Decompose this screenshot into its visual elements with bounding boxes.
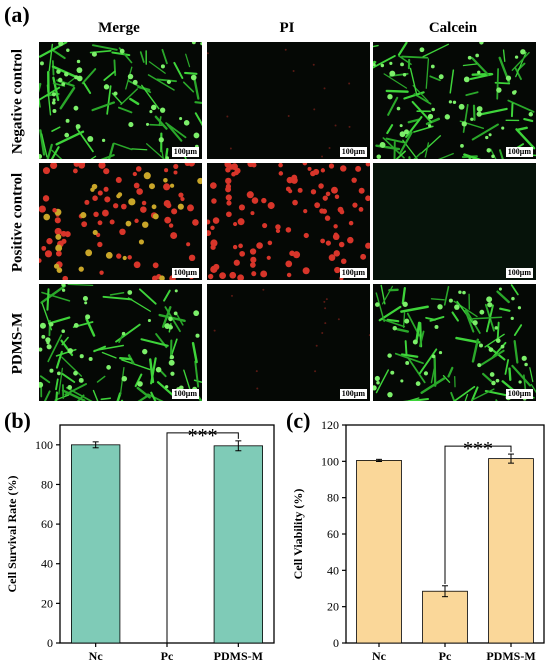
scale-bar-label: 100μm [171, 147, 199, 157]
micrograph-positive-control-merge: 100μm [39, 163, 202, 280]
micrograph-negative-control-calcein: 100μm [373, 42, 536, 159]
column-header-pi: PI [279, 20, 295, 36]
y-tick-label: 0 [47, 636, 53, 650]
micrograph-positive-control-pi: 100μm [207, 163, 370, 280]
x-tick-label: Pc [161, 649, 174, 663]
y-tick-label: 80 [327, 491, 339, 505]
bar-nc [71, 444, 121, 644]
bar-pdms-m [488, 458, 534, 644]
bar-pc [422, 590, 468, 644]
y-tick-label: 100 [321, 454, 339, 468]
micrograph-negative-control-merge: 100μm [39, 42, 202, 159]
bar-pdms-m [213, 445, 263, 644]
micrograph-negative-control-pi: 100μm [207, 42, 370, 159]
y-tick-label: 40 [327, 563, 339, 577]
y-tick-label: 20 [327, 600, 339, 614]
scale-bar-label: 100μm [505, 147, 533, 157]
chart-cell-survival-rate: 0 20 40 60 80 100 Nc Pc PDMS-M Cell Survival Rate… [5, 424, 275, 663]
y-axis-label: Cell Viability (%) [291, 489, 305, 580]
significance-label: *** [463, 438, 493, 460]
scale-bar-label: 100μm [171, 389, 199, 399]
row-header-positive-control: Positive control [9, 172, 26, 273]
row-header-negative-control: Negative control [9, 48, 26, 155]
micrograph-pdms-m-pi: 100μm [207, 284, 370, 401]
micrograph-pdms-m-merge: 100μm [39, 284, 202, 401]
y-tick-label: 60 [327, 527, 339, 541]
scale-bar-label: 100μm [339, 268, 367, 278]
row-header-pdms-m: PDMS-M [9, 312, 26, 375]
x-tick-label: Nc [372, 649, 387, 663]
y-tick-label: 120 [321, 418, 339, 432]
scale-bar-label: 100μm [171, 268, 199, 278]
y-tick-label: 100 [35, 438, 53, 452]
panel-b-label: (b) [4, 408, 31, 433]
scale-bar-label: 100μm [505, 389, 533, 399]
x-tick-label: Nc [89, 649, 104, 663]
column-header-merge: Merge [98, 20, 140, 36]
micrograph-positive-control-calcein: 100μm [373, 163, 536, 280]
y-tick-label: 80 [41, 477, 53, 491]
micrograph-pdms-m-calcein: 100μm [373, 284, 536, 401]
y-axis-label: Cell Survival Rate (%) [5, 476, 19, 593]
scale-bar-label: 100μm [339, 147, 367, 157]
x-tick-label: PDMS-M [214, 649, 263, 663]
panel-c-label: (c) [286, 408, 311, 433]
scale-bar-label: 100μm [505, 268, 533, 278]
significance-label: *** [188, 425, 218, 447]
bar-nc [356, 460, 402, 644]
significance-bracket [166, 432, 239, 643]
y-tick-label: 20 [41, 596, 53, 610]
panel-a-label: (a) [4, 2, 30, 27]
y-tick-label: 40 [41, 557, 53, 571]
column-header-calcein: Calcein [428, 20, 478, 36]
y-tick-label: 0 [333, 636, 339, 650]
x-tick-label: PDMS-M [486, 649, 535, 663]
chart-cell-viability: 0 20 40 60 80 100 120 Nc Pc PDMS-M Cell Viability … [291, 418, 545, 663]
y-tick-label: 60 [41, 517, 53, 531]
x-tick-label: Pc [439, 649, 452, 663]
significance-bracket [444, 445, 512, 584]
scale-bar-label: 100μm [339, 389, 367, 399]
